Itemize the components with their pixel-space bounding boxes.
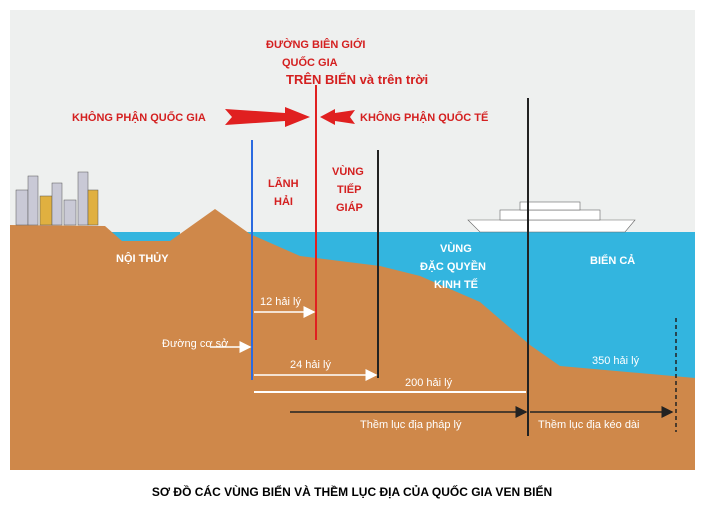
distance-label: 200 hải lý [405,377,453,389]
zone-label: VÙNG [440,242,472,255]
land [10,209,695,470]
zone-label: GIÁP [336,201,363,214]
border-label: QUỐC GIA [282,55,338,69]
border-label: ĐƯỜNG BIÊN GIỚI [266,38,365,51]
zone-label: HẢI [274,195,293,208]
zone-label: BIỂN CẢ [590,254,635,267]
distance-label: 24 hải lý [290,359,331,371]
border-label: TRÊN BIỂN và trên trời [286,72,428,87]
zone-label: VÙNG [332,165,364,178]
zone-label: LÃNH [268,177,299,190]
zone-label: NỘI THỦY [116,252,169,265]
zone-label: ĐẶC QUYỀN [420,260,486,273]
airspace-label: KHÔNG PHẬN QUỐC TẾ [360,110,488,124]
zone-label: KINH TẾ [434,278,478,291]
arrow-left [320,109,355,125]
arrow-right [225,107,310,127]
shelf-label: Thềm lục địa kéo dài [538,419,640,431]
distance-label: 350 hải lý [592,355,640,367]
distance-label: 12 hải lý [260,296,301,308]
caption: SƠ ĐỒ CÁC VÙNG BIỂN VÀ THỀM LỤC ĐỊA CỦA … [152,484,552,499]
shelf-label: Thềm lục địa pháp lý [360,419,462,431]
airspace-label: KHÔNG PHẬN QUỐC GIA [72,110,206,124]
zone-label: TIẾP [337,183,361,196]
city [15,171,99,226]
ship [467,201,636,233]
baseline-label: Đường cơ sở [162,338,228,350]
